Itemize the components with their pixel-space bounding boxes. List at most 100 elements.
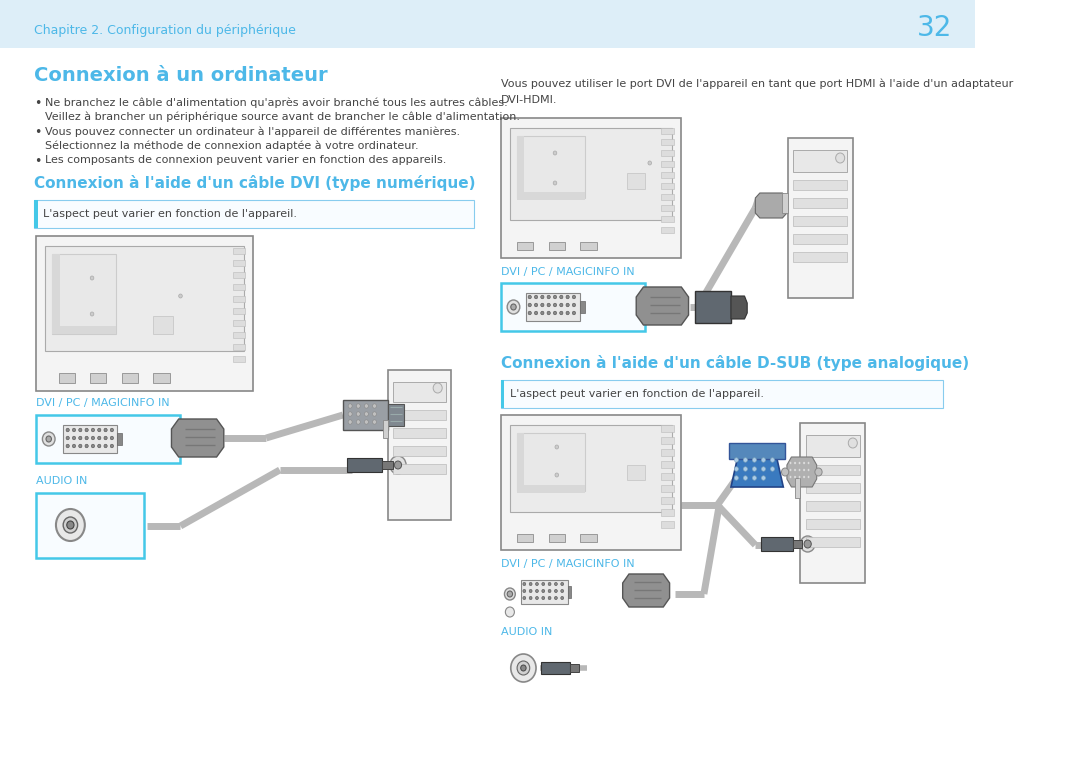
Circle shape: [536, 597, 539, 600]
Bar: [694, 291, 731, 323]
Circle shape: [97, 436, 100, 439]
Circle shape: [110, 444, 113, 448]
Circle shape: [508, 591, 513, 597]
Text: Veillez à brancher un périphérique source avant de brancher le câble d'alimentat: Veillez à brancher un périphérique sourc…: [45, 111, 521, 121]
Bar: [800, 423, 865, 583]
Text: Vous pouvez utiliser le port DVI de l'appareil en tant que port HDMI à l'aide d': Vous pouvez utiliser le port DVI de l'ap…: [501, 79, 1013, 89]
Polygon shape: [731, 296, 747, 319]
Bar: [661, 461, 674, 468]
Circle shape: [559, 311, 563, 315]
Circle shape: [734, 467, 739, 472]
Text: •: •: [35, 97, 42, 110]
Bar: [806, 483, 860, 493]
Circle shape: [572, 311, 576, 315]
Circle shape: [554, 597, 557, 600]
Bar: [233, 344, 245, 350]
Bar: [661, 205, 674, 211]
Circle shape: [523, 582, 526, 585]
Circle shape: [548, 303, 551, 307]
Circle shape: [798, 475, 800, 478]
Circle shape: [373, 404, 377, 408]
Bar: [568, 586, 571, 598]
Bar: [517, 242, 534, 250]
Bar: [580, 242, 596, 250]
Bar: [661, 227, 674, 233]
Bar: [45, 246, 244, 351]
Circle shape: [373, 412, 377, 416]
Bar: [501, 283, 645, 331]
Circle shape: [104, 444, 107, 448]
Bar: [393, 382, 446, 402]
Bar: [729, 443, 785, 459]
Bar: [793, 252, 848, 262]
Circle shape: [761, 458, 766, 462]
Polygon shape: [636, 287, 689, 325]
Circle shape: [549, 582, 551, 585]
Circle shape: [789, 462, 792, 465]
Bar: [501, 380, 504, 408]
Bar: [36, 415, 180, 463]
Bar: [793, 540, 802, 548]
Bar: [661, 183, 674, 189]
Bar: [806, 537, 860, 547]
Circle shape: [572, 303, 576, 307]
Circle shape: [542, 589, 544, 593]
Text: Connexion à l'aide d'un câble DVI (type numérique): Connexion à l'aide d'un câble DVI (type …: [35, 175, 476, 191]
Circle shape: [555, 445, 558, 449]
Circle shape: [753, 467, 756, 472]
Circle shape: [770, 467, 774, 472]
Circle shape: [356, 412, 361, 416]
Circle shape: [508, 300, 519, 314]
Circle shape: [511, 304, 516, 310]
Bar: [91, 373, 107, 383]
Bar: [388, 404, 404, 426]
Circle shape: [541, 311, 544, 315]
Circle shape: [79, 428, 82, 432]
Circle shape: [559, 303, 563, 307]
Bar: [517, 136, 584, 198]
Bar: [580, 301, 584, 313]
Bar: [806, 465, 860, 475]
Bar: [36, 236, 253, 391]
Bar: [52, 326, 116, 334]
Circle shape: [394, 461, 402, 469]
Bar: [35, 200, 474, 228]
Circle shape: [848, 438, 858, 448]
Bar: [501, 118, 681, 258]
Circle shape: [97, 428, 100, 432]
Bar: [501, 415, 681, 550]
Circle shape: [782, 468, 788, 476]
Circle shape: [66, 444, 69, 448]
Circle shape: [794, 462, 796, 465]
Bar: [661, 128, 674, 134]
Bar: [233, 284, 245, 290]
Circle shape: [104, 428, 107, 432]
Circle shape: [79, 444, 82, 448]
Bar: [661, 150, 674, 156]
Polygon shape: [787, 457, 816, 487]
Circle shape: [572, 295, 576, 299]
Bar: [153, 316, 173, 334]
Circle shape: [85, 436, 89, 439]
Bar: [627, 465, 645, 480]
Bar: [233, 332, 245, 338]
Circle shape: [566, 311, 569, 315]
Circle shape: [561, 597, 564, 600]
Text: DVI / PC / MAGICINFO IN: DVI / PC / MAGICINFO IN: [501, 267, 634, 277]
Bar: [381, 461, 392, 469]
Circle shape: [648, 161, 651, 165]
Bar: [549, 534, 565, 542]
Circle shape: [91, 312, 94, 316]
Circle shape: [390, 456, 406, 474]
Bar: [510, 425, 673, 512]
Bar: [580, 534, 596, 542]
Bar: [661, 509, 674, 516]
Bar: [35, 200, 38, 228]
Circle shape: [110, 436, 113, 439]
Circle shape: [529, 582, 532, 585]
Text: L'aspect peut varier en fonction de l'appareil.: L'aspect peut varier en fonction de l'ap…: [43, 209, 297, 219]
Bar: [661, 473, 674, 480]
Bar: [806, 501, 860, 511]
Bar: [393, 464, 446, 474]
Circle shape: [504, 588, 515, 600]
